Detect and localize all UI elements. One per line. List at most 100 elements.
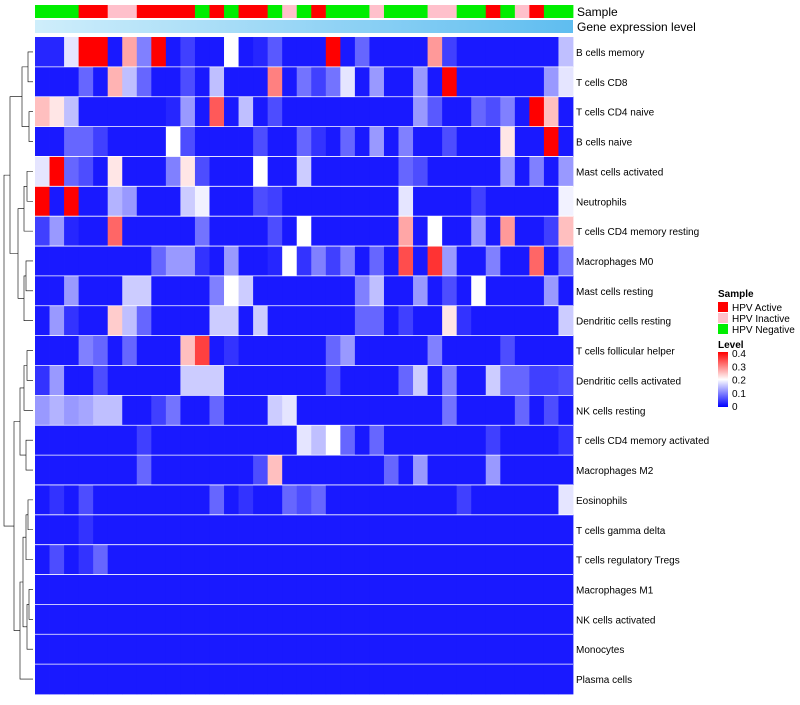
heatmap-cell	[296, 37, 312, 68]
heatmap-cell	[224, 246, 239, 277]
heatmap-cell	[224, 574, 239, 605]
heatmap-cell	[413, 634, 428, 665]
heatmap-cell	[238, 37, 254, 68]
heatmap-cell	[64, 365, 80, 396]
legend-level-ticks: 0.4 0.3 0.2 0.1 0	[732, 349, 746, 413]
heatmap-cell	[209, 335, 225, 366]
heatmap-cell	[456, 634, 472, 665]
heatmap-cell	[485, 395, 501, 426]
heatmap-cell	[340, 305, 356, 337]
heatmap-cell	[514, 335, 530, 366]
heatmap-cell	[238, 305, 254, 337]
heatmap-cell	[296, 574, 312, 605]
heatmap-cell	[442, 604, 458, 635]
heatmap-cell	[253, 604, 269, 635]
heatmap-cell	[35, 335, 50, 366]
heatmap-cell	[64, 66, 80, 98]
heatmap-cell	[107, 514, 123, 546]
heatmap-cell	[311, 66, 327, 98]
heatmap-cell	[267, 335, 283, 366]
sample-annotation-cell	[340, 5, 356, 18]
heatmap-cell	[78, 634, 94, 665]
heatmap-cell	[282, 395, 298, 426]
heatmap-cell	[253, 514, 269, 546]
heatmap-cell	[500, 186, 516, 217]
heatmap-cell	[456, 37, 472, 68]
heatmap-cell	[340, 37, 356, 68]
heatmap-cell	[209, 484, 225, 516]
heatmap-cell	[107, 37, 123, 68]
heatmap-cell	[165, 365, 181, 396]
heatmap-cell	[427, 305, 443, 337]
heatmap-cell	[93, 37, 109, 68]
heatmap-cell	[529, 544, 545, 575]
dendrogram-branch	[27, 499, 33, 531]
heatmap-cell	[296, 365, 312, 396]
heatmap-cell	[224, 126, 239, 157]
heatmap-cell	[354, 365, 370, 396]
heatmap-cell	[122, 96, 138, 127]
heatmap-cell	[238, 574, 254, 605]
heatmap-cell	[456, 305, 472, 337]
heatmap-cell	[325, 246, 341, 277]
heatmap-cell	[224, 455, 239, 486]
heatmap-cell	[398, 156, 414, 187]
heatmap-cell	[398, 365, 414, 396]
heatmap-cell	[122, 335, 138, 366]
legend: Sample HPV Active HPV Inactive HPV Negat…	[718, 289, 795, 413]
heatmap-cell	[413, 246, 428, 277]
heatmap-cell	[413, 305, 428, 337]
heatmap-cell	[354, 664, 370, 695]
heatmap-cell	[558, 425, 574, 456]
heatmap-cell	[136, 305, 152, 337]
heatmap-cell	[558, 246, 574, 277]
heatmap-cell	[267, 275, 283, 307]
heatmap-cell	[35, 455, 50, 486]
dendrogram-branch	[19, 387, 26, 456]
heatmap-cell	[282, 37, 298, 68]
heatmap-cell	[514, 246, 530, 277]
sample-annotation-cell	[136, 5, 152, 18]
heatmap-cell	[267, 574, 283, 605]
heatmap-cell	[49, 484, 65, 516]
heatmap-cell	[151, 156, 167, 187]
heatmap-cell	[354, 395, 370, 426]
heatmap-cell	[35, 246, 50, 277]
heatmap-cell	[442, 395, 458, 426]
heatmap-cell	[151, 305, 167, 337]
heatmap-cell	[122, 455, 138, 486]
heatmap-cell	[136, 66, 152, 98]
heatmap-cell	[398, 544, 414, 575]
legend-swatch-negative	[718, 324, 728, 334]
heatmap-cell	[180, 365, 196, 396]
heatmap-cell	[471, 335, 487, 366]
heatmap-cell	[369, 484, 385, 516]
heatmap-cell	[238, 455, 254, 486]
heatmap-cell	[282, 634, 298, 665]
heatmap-cell	[558, 275, 574, 307]
heatmap-cell	[165, 126, 181, 157]
heatmap-cell	[442, 96, 458, 127]
heatmap-cell	[194, 664, 210, 695]
heatmap-cell	[209, 395, 225, 426]
heatmap-cell	[78, 484, 94, 516]
heatmap-cell	[354, 305, 370, 337]
heatmap-cell	[442, 186, 458, 217]
heatmap-cell	[383, 664, 399, 695]
heatmap-cell	[267, 664, 283, 695]
heatmap-cell	[369, 246, 385, 277]
heatmap-cell	[151, 335, 167, 366]
heatmap-cell	[180, 156, 196, 187]
heatmap-cell	[558, 186, 574, 217]
heatmap-cell	[238, 216, 254, 247]
heatmap-cell	[165, 634, 181, 665]
heatmap-cell	[485, 335, 501, 366]
heatmap-cell	[383, 275, 399, 307]
heatmap-cell	[93, 455, 109, 486]
heatmap-cell	[471, 305, 487, 337]
legend-level-colorbar	[718, 352, 728, 407]
heatmap-cell	[427, 514, 443, 546]
heatmap-cell	[224, 156, 239, 187]
heatmap-cell	[311, 425, 327, 456]
heatmap-cell	[224, 395, 239, 426]
